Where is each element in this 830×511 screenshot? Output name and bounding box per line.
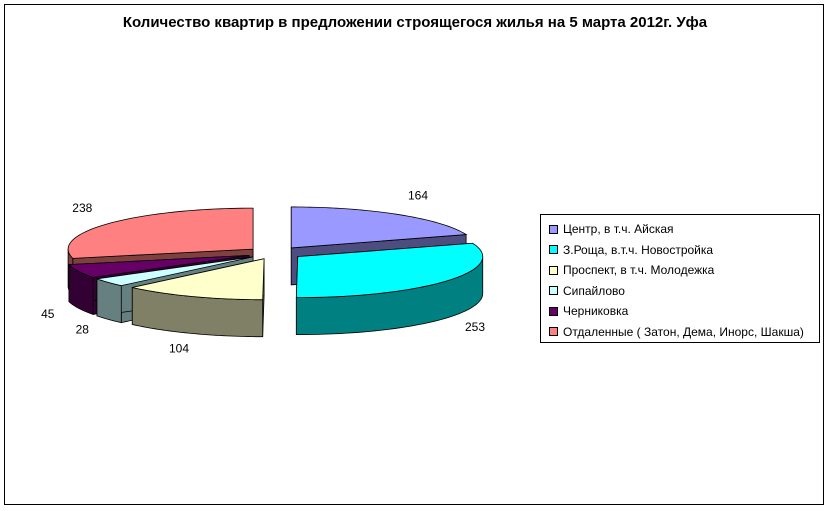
data-label: 238: [72, 201, 92, 215]
chart-title: Количество квартир в предложении строяще…: [122, 14, 708, 31]
legend-swatch: [549, 265, 558, 275]
data-label: 164: [408, 189, 428, 203]
legend-item: Отдаленные ( Затон, Дема, Инорс, Шакша): [549, 322, 819, 343]
pie-slice-side: [96, 278, 122, 324]
legend-swatch: [549, 306, 558, 316]
legend-label: Центр, в т.ч. Айская: [563, 222, 674, 237]
legend-label: Проспект, в т.ч. Молодежка: [563, 263, 715, 278]
legend-item: Проспект, в т.ч. Молодежка: [549, 260, 819, 281]
legend: Центр, в т.ч. Айская З.Роща, в.т.ч. Новос…: [540, 214, 820, 343]
pie-slice: [67, 255, 250, 278]
data-label: 253: [465, 320, 485, 334]
pie-tops: [67, 206, 484, 301]
data-label: 28: [76, 322, 90, 336]
legend-item: Черниковка: [549, 301, 819, 322]
legend-swatch: [549, 286, 558, 296]
legend-item: Сипайлово: [549, 281, 819, 302]
pie-labels: 164 253 104 28 45 238: [41, 189, 485, 356]
legend-swatch: [549, 245, 558, 255]
pie-slice: [67, 207, 254, 259]
data-label: 104: [169, 342, 189, 356]
pie-slice: [132, 258, 265, 301]
legend-swatch: [549, 224, 558, 234]
legend-label: З.Роща, в.т.ч. Новостройка: [563, 242, 714, 257]
data-label: 45: [41, 307, 55, 321]
pie-slice: [295, 242, 484, 299]
legend-label: Черниковка: [563, 304, 629, 319]
legend-label: Отдаленные ( Затон, Дема, Инорс, Шакша): [563, 324, 804, 339]
legend-item: Центр, в т.ч. Айская: [549, 219, 819, 240]
legend-swatch: [549, 327, 558, 337]
legend-item: З.Роща, в.т.ч. Новостройка: [549, 240, 819, 261]
legend-label: Сипайлово: [563, 283, 625, 298]
pie-slice: [290, 206, 468, 249]
pie-slice: [96, 256, 254, 287]
